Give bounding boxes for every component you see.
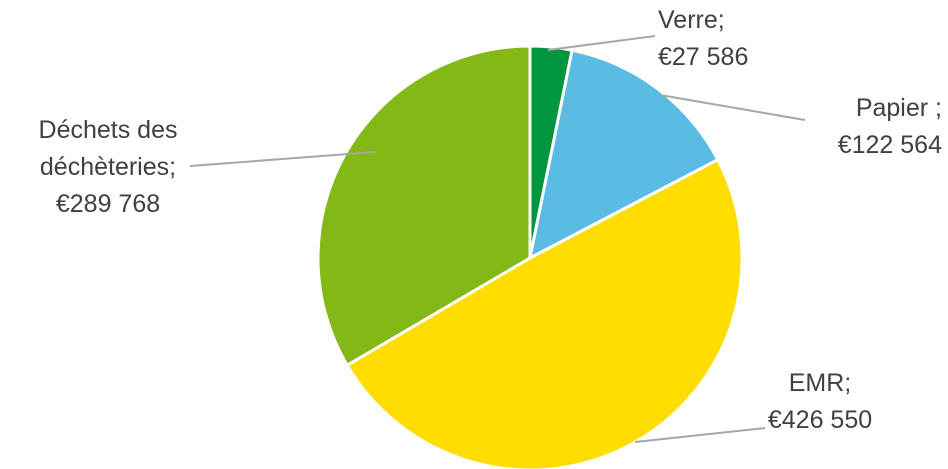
pie-slice — [528, 48, 720, 260]
leader-line — [547, 35, 656, 51]
leader-line — [634, 427, 766, 443]
data-label: Papier ; €122 564 — [760, 90, 942, 164]
category-label: EMR; — [788, 369, 852, 397]
leader-line — [659, 94, 806, 121]
pie-slice — [345, 158, 744, 469]
leader-line — [189, 151, 376, 167]
pie-slice — [316, 44, 532, 367]
category-label: Déchets des déchèteries; — [38, 116, 178, 181]
data-label: Verre; €27 586 — [658, 2, 808, 76]
value-label: €122 564 — [837, 131, 942, 159]
category-label: Papier ; — [855, 94, 942, 122]
value-label: €27 586 — [658, 43, 749, 71]
data-label: EMR; €426 550 — [740, 365, 900, 439]
data-label: Déchets des déchèteries; €289 768 — [8, 112, 208, 223]
value-label: €426 550 — [767, 406, 873, 434]
value-label: €289 768 — [55, 190, 161, 218]
category-label: Verre; — [658, 6, 725, 34]
